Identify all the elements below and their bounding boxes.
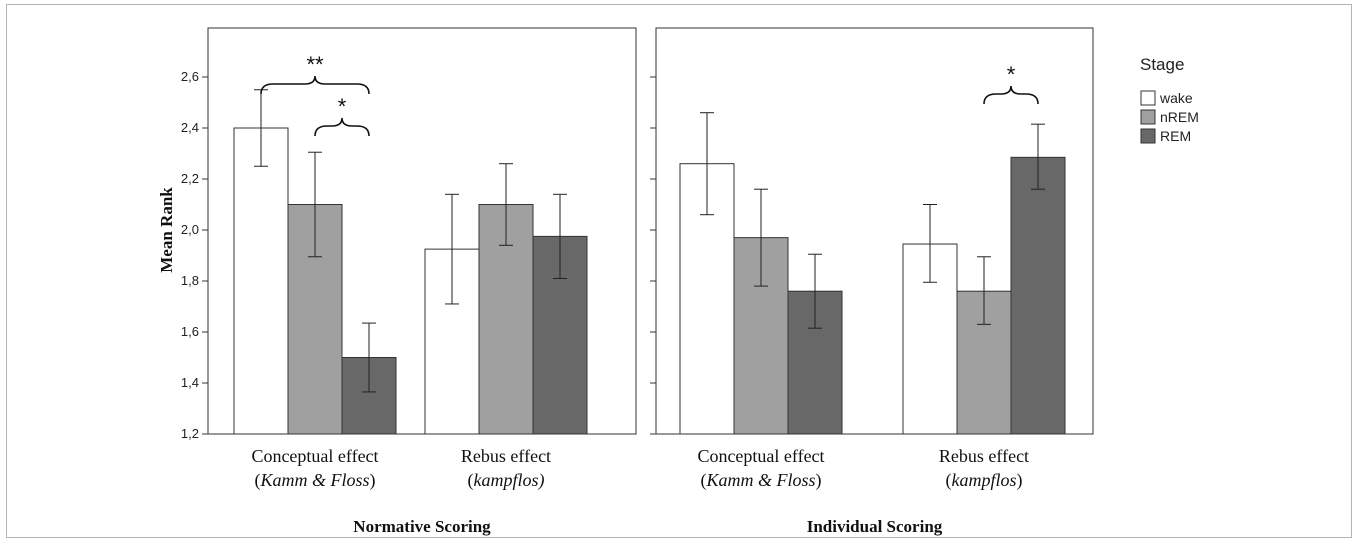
error-bar-nrem-0 — [754, 188, 768, 287]
category-sublabel-open: ( — [468, 470, 474, 491]
category-sublabel-italic: Kamm & Floss — [259, 470, 369, 490]
legend-label-wake: wake — [1159, 90, 1193, 106]
panel-individual-scoring: Conceptual effect(Kamm & Floss)Rebus eff… — [650, 27, 1094, 536]
panel-title: Individual Scoring — [807, 517, 943, 536]
y-tick-label: 1,4 — [181, 375, 199, 390]
error-bar-rem-1 — [553, 193, 567, 279]
category-label: Rebus effect — [939, 446, 1029, 466]
error-bar-nrem-1 — [977, 256, 991, 325]
y-tick-label: 2,6 — [181, 69, 199, 84]
panel-title: Normative Scoring — [353, 517, 491, 536]
bracket-line — [983, 85, 1039, 105]
category-sublabel-close: ) — [370, 470, 376, 491]
category-sublabel-open: ( — [946, 470, 952, 491]
category-label: Rebus effect — [461, 446, 551, 466]
plot-frame — [207, 27, 637, 435]
category-sublabel: (kampflos) — [946, 470, 1023, 491]
category-sublabel: (kampflos) — [468, 470, 545, 491]
legend-label-rem: REM — [1160, 128, 1191, 144]
bar-rem-1 — [1010, 156, 1066, 435]
category-sublabel-italic: Kamm & Floss — [705, 470, 815, 490]
significance-stars: * — [338, 94, 347, 119]
category-label: Conceptual effect — [251, 446, 378, 466]
significance-bracket: * — [983, 62, 1039, 105]
legend-swatch-wake — [1140, 90, 1156, 106]
category-sublabel-italic: kampflos) — [474, 470, 545, 491]
y-tick-label: 2,4 — [181, 120, 199, 135]
significance-stars: ** — [306, 52, 324, 77]
legend-swatch-nrem — [1140, 109, 1156, 125]
significance-bracket: * — [314, 94, 370, 137]
y-tick-label: 1,8 — [181, 273, 199, 288]
category-sublabel: (Kamm & Floss) — [254, 470, 375, 491]
error-bar-rem-1 — [1031, 123, 1045, 190]
bracket-line — [314, 117, 370, 137]
figure-frame — [6, 4, 1352, 538]
error-bar-nrem-1 — [499, 163, 513, 246]
significance-bracket: ** — [260, 52, 370, 95]
legend-title: Stage — [1140, 55, 1184, 74]
category-sublabel: (Kamm & Floss) — [700, 470, 821, 491]
bar-wake-0 — [233, 127, 289, 435]
category-sublabel-open: ( — [700, 470, 706, 491]
category-sublabel-close: ) — [816, 470, 822, 491]
error-bar-wake-1 — [923, 204, 937, 283]
category-sublabel-open: ( — [254, 470, 260, 491]
error-bar-wake-0 — [700, 112, 714, 216]
bar-nrem-0 — [287, 204, 343, 435]
y-axis-label: Mean Rank — [157, 187, 176, 273]
y-tick-label: 1,6 — [181, 324, 199, 339]
category-label: Conceptual effect — [697, 446, 824, 466]
y-tick-label: 1,2 — [181, 426, 199, 441]
legend: Stage wake nREM REM — [1140, 55, 1199, 144]
error-bar-nrem-0 — [308, 151, 322, 258]
bracket-line — [260, 75, 370, 95]
error-bar-wake-1 — [445, 193, 459, 305]
legend-label-nrem: nREM — [1160, 109, 1199, 125]
error-bar-rem-0 — [362, 322, 376, 393]
category-sublabel-close: ) — [1017, 470, 1023, 491]
plot-frame — [655, 27, 1094, 435]
legend-swatch-rem — [1140, 128, 1156, 144]
y-tick-label: 2,0 — [181, 222, 199, 237]
y-tick-label: 2,2 — [181, 171, 199, 186]
error-bar-rem-0 — [808, 253, 822, 329]
panel-normative-scoring: 1,2 1,4 1,6 1,8 2,0 2,2 2,4 2,6 Conceptual effec… — [181, 27, 637, 536]
category-sublabel-italic: kampflos — [952, 470, 1017, 490]
significance-stars: * — [1007, 62, 1016, 87]
